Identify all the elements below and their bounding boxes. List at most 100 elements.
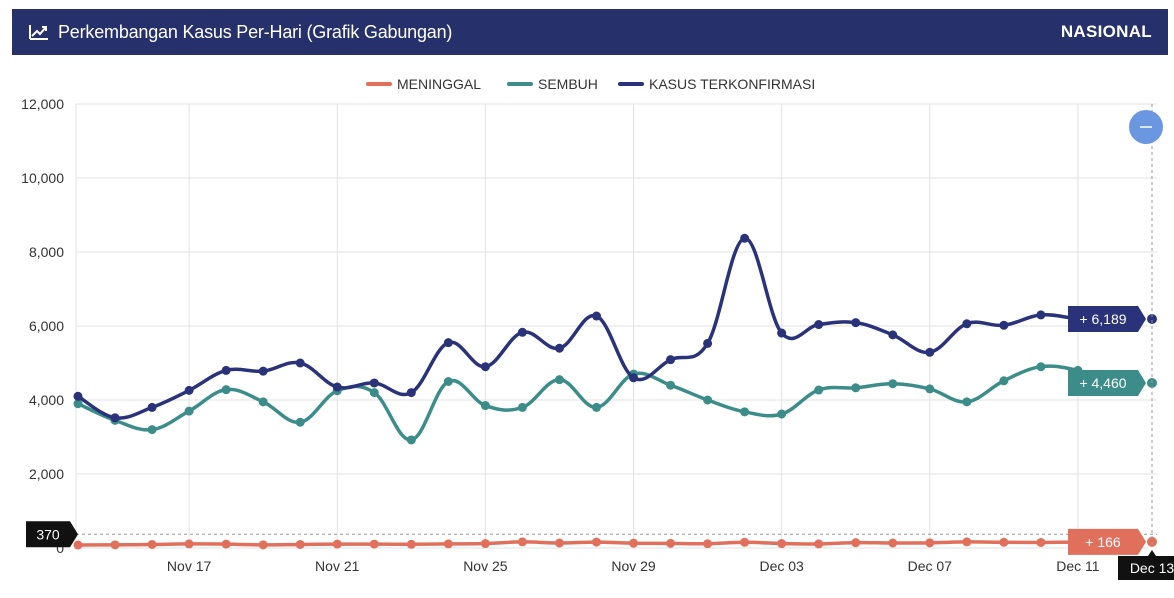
legend-label[interactable]: SEMBUH <box>538 76 598 92</box>
data-point[interactable] <box>925 384 935 394</box>
data-point[interactable] <box>814 320 824 330</box>
data-point[interactable] <box>629 373 639 383</box>
data-point[interactable] <box>591 311 601 321</box>
data-point[interactable] <box>258 540 268 550</box>
data-point[interactable] <box>73 540 83 550</box>
chart-area: 0 2,000 4,000 6,000 8,000 10,000 12,000 Nov 17 N… <box>0 60 1174 593</box>
data-point[interactable] <box>554 375 564 385</box>
data-point[interactable] <box>258 397 268 407</box>
x-tick-label: Dec 11 <box>1056 558 1100 574</box>
data-point[interactable] <box>369 539 379 549</box>
legend-label[interactable]: MENINGGAL <box>397 76 481 92</box>
data-point[interactable] <box>221 365 231 375</box>
series-tooltip <box>1068 306 1146 333</box>
data-point[interactable] <box>480 362 490 372</box>
data-point[interactable] <box>258 366 268 376</box>
data-point[interactable] <box>295 417 305 427</box>
data-point[interactable] <box>332 382 342 392</box>
data-point[interactable] <box>666 538 676 548</box>
data-point[interactable] <box>666 380 676 390</box>
data-point[interactable] <box>888 379 898 389</box>
data-point[interactable] <box>221 385 231 395</box>
data-point[interactable] <box>591 537 601 547</box>
data-point[interactable] <box>888 538 898 548</box>
data-point[interactable] <box>851 318 861 328</box>
legend-label[interactable]: KASUS TERKONFIRMASI <box>649 76 815 92</box>
data-point[interactable] <box>999 320 1009 330</box>
data-point[interactable] <box>814 539 824 549</box>
data-point[interactable] <box>1145 534 1159 549</box>
data-point[interactable] <box>999 376 1009 386</box>
data-point[interactable] <box>406 539 416 549</box>
line-chart-icon <box>29 25 48 40</box>
data-point[interactable] <box>703 395 713 405</box>
series-tooltip <box>1068 369 1146 396</box>
data-point[interactable] <box>480 539 490 549</box>
data-point[interactable] <box>851 383 861 393</box>
data-point[interactable] <box>554 538 564 548</box>
data-point[interactable] <box>184 385 194 395</box>
data-point[interactable] <box>110 540 120 550</box>
data-point[interactable] <box>73 391 83 401</box>
data-point[interactable] <box>777 539 787 549</box>
data-point[interactable] <box>777 409 787 419</box>
data-point[interactable] <box>443 539 453 549</box>
x-tick-label: Dec 07 <box>908 558 953 574</box>
data-point[interactable] <box>184 406 194 416</box>
data-point[interactable] <box>888 330 898 340</box>
data-point[interactable] <box>1036 310 1046 320</box>
data-point[interactable] <box>740 407 750 417</box>
data-point[interactable] <box>925 347 935 357</box>
data-point[interactable] <box>962 397 972 407</box>
data-point[interactable] <box>369 388 379 398</box>
chart-title: Perkembangan Kasus Per-Hari (Grafik Gabu… <box>58 21 453 42</box>
data-point[interactable] <box>406 388 416 398</box>
header-left: Perkembangan Kasus Per-Hari (Grafik Gabu… <box>28 22 452 43</box>
data-point[interactable] <box>1036 362 1046 372</box>
data-point[interactable] <box>703 338 713 348</box>
x-tick-label: Dec 03 <box>759 558 804 574</box>
data-point[interactable] <box>295 358 305 368</box>
data-point[interactable] <box>999 537 1009 547</box>
data-point[interactable] <box>554 343 564 353</box>
series-line <box>77 364 1153 442</box>
data-point[interactable] <box>110 413 120 423</box>
data-point[interactable] <box>962 319 972 329</box>
data-point[interactable] <box>295 539 305 549</box>
data-point[interactable] <box>221 539 231 549</box>
data-point[interactable] <box>443 338 453 348</box>
data-point[interactable] <box>443 377 453 386</box>
data-point[interactable] <box>925 538 935 548</box>
series-tooltip-value: + 166 <box>1085 534 1121 550</box>
data-point[interactable] <box>740 233 750 243</box>
data-point[interactable] <box>406 435 416 445</box>
y-tick-label: 10,000 <box>21 170 64 186</box>
data-point[interactable] <box>629 538 639 548</box>
data-point[interactable] <box>480 401 490 411</box>
data-point[interactable] <box>332 539 342 549</box>
data-point[interactable] <box>73 399 83 409</box>
data-point[interactable] <box>369 378 379 388</box>
line-chart: 0 2,000 4,000 6,000 8,000 10,000 12,000 Nov 17 N… <box>21 76 1174 580</box>
data-point[interactable] <box>666 355 676 365</box>
series-tooltip-value: + 6,189 <box>1079 311 1126 327</box>
data-point[interactable] <box>517 402 527 412</box>
data-point[interactable] <box>740 537 750 547</box>
data-point[interactable] <box>147 539 157 549</box>
data-point[interactable] <box>147 425 157 435</box>
data-point[interactable] <box>703 539 713 549</box>
data-point[interactable] <box>184 539 194 549</box>
data-point[interactable] <box>777 328 787 338</box>
data-point[interactable] <box>851 538 861 548</box>
y-tick-label: 8,000 <box>29 244 64 260</box>
data-point[interactable] <box>517 537 527 547</box>
crosshair-y-value: 370 <box>36 526 60 542</box>
data-point[interactable] <box>517 327 527 337</box>
data-point[interactable] <box>1036 537 1046 547</box>
data-point[interactable] <box>591 402 601 412</box>
data-point[interactable] <box>962 537 972 547</box>
data-point[interactable] <box>814 385 824 395</box>
region-label[interactable]: NASIONAL <box>1060 22 1152 41</box>
y-tick-label: 6,000 <box>29 318 64 334</box>
data-point[interactable] <box>147 402 157 412</box>
